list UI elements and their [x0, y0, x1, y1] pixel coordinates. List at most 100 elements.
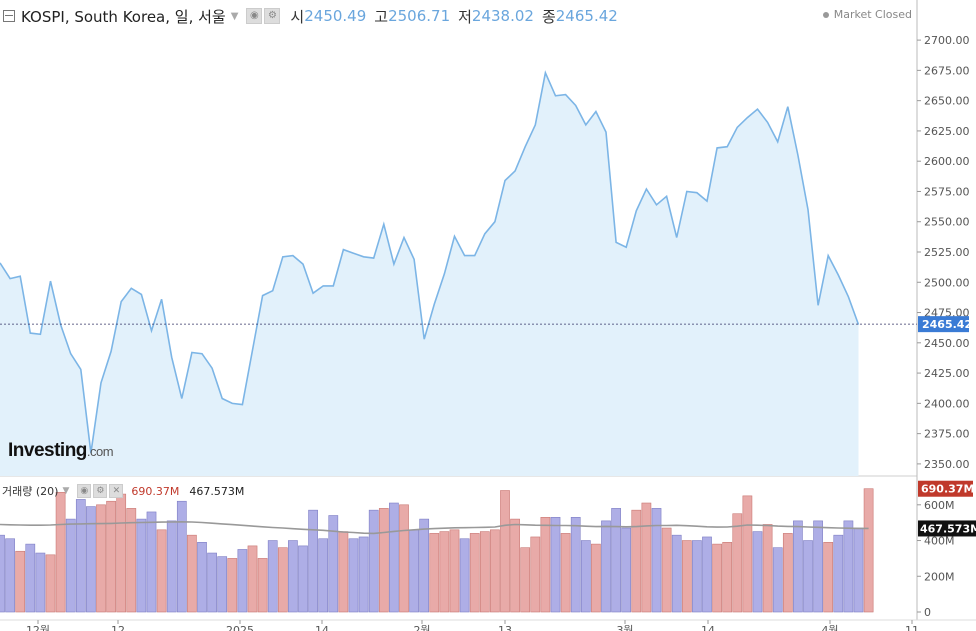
volume-bar [540, 517, 551, 613]
volume-bar [429, 533, 440, 613]
volume-tick-label: 200M [924, 570, 955, 583]
volume-bar [116, 493, 127, 613]
open-label: 시 [290, 7, 305, 26]
volume-bar [75, 499, 86, 613]
high-label: 고 [374, 7, 389, 26]
volume-bar [570, 517, 581, 613]
volume-bar [298, 545, 308, 613]
volume-bar [277, 547, 288, 613]
x-tick-label: 2월 [413, 624, 430, 631]
volume-bar [863, 488, 874, 613]
chart-header: KOSPI, South Korea, 일, 서울 ▼ ◉ ⚙ 시 2450.4… [0, 5, 618, 27]
x-tick-label: 3월 [616, 624, 633, 631]
volume-bar [176, 500, 187, 613]
volume-bar [247, 545, 258, 613]
x-tick-label: 13 [498, 624, 512, 631]
volume-bar [187, 534, 197, 613]
volume-value: 690.37M [131, 484, 180, 498]
volume-bar [853, 527, 864, 613]
volume-bar [25, 543, 36, 613]
volume-bar [813, 520, 823, 613]
volume-bar [96, 504, 106, 613]
close-value: 2465.42 [555, 7, 618, 25]
logo-suffix: .com [86, 444, 114, 459]
volume-bar [267, 540, 278, 613]
volume-bar [621, 527, 632, 613]
y-tick-label: 2625.00 [924, 125, 970, 138]
logo-main: Investing [8, 440, 87, 461]
volume-bar [510, 518, 520, 613]
volume-bar [490, 529, 500, 613]
y-tick-label: 2525.00 [924, 246, 970, 259]
x-tick-label: 4월 [821, 624, 838, 631]
settings-icon[interactable]: ⚙ [264, 8, 281, 24]
y-tick-label: 2600.00 [924, 155, 970, 168]
volume-bar [368, 509, 379, 613]
volume-bar [126, 508, 137, 613]
close-icon[interactable]: ✕ [109, 484, 124, 498]
volume-bar [833, 534, 844, 613]
volume-bar [772, 547, 783, 613]
volume-bar [257, 558, 268, 613]
volume-bar [338, 531, 349, 613]
visibility-icon[interactable]: ◉ [246, 8, 263, 24]
volume-bar [601, 520, 611, 613]
volume-value-tag-label: 690.37M [921, 483, 974, 496]
volume-bar [823, 542, 834, 613]
x-tick-label: 12 [111, 624, 125, 631]
volume-bar [439, 531, 450, 613]
volume-bar [459, 538, 470, 613]
volume-ma-value: 467.573M [189, 484, 245, 498]
chevron-down-icon[interactable]: ▼ [62, 486, 70, 496]
volume-bar [520, 547, 531, 613]
volume-bar [732, 513, 743, 613]
y-tick-label: 2500.00 [924, 276, 970, 289]
volume-bar [692, 540, 702, 613]
volume-bar [237, 549, 248, 613]
volume-bar [742, 495, 753, 613]
volume-bar [762, 524, 773, 613]
last-price-tag [918, 316, 969, 333]
volume-bar [591, 543, 601, 613]
last-price-label: 2465.42 [922, 318, 972, 331]
volume-bar [136, 518, 147, 613]
visibility-icon[interactable]: ◉ [77, 484, 92, 498]
volume-bar [86, 506, 96, 613]
volume-bar [288, 540, 298, 613]
volume-bar [782, 533, 793, 613]
y-tick-label: 2425.00 [924, 367, 970, 380]
volume-bar [156, 529, 167, 613]
settings-icon[interactable]: ⚙ [93, 484, 108, 498]
volume-bar [409, 529, 419, 613]
volume-bar [722, 542, 733, 613]
volume-bar [217, 556, 228, 613]
volume-bar [681, 540, 692, 613]
volume-bar [0, 534, 5, 613]
volume-bar [560, 533, 571, 613]
chevron-down-icon[interactable]: ▼ [230, 10, 239, 22]
x-tick-label: 11 [905, 624, 919, 631]
volume-bar [651, 508, 662, 613]
volume-ma-tag [918, 520, 976, 537]
volume-bar [15, 550, 26, 613]
volume-bar [611, 508, 621, 613]
y-tick-label: 2375.00 [924, 428, 970, 441]
volume-ma-tag-label: 467.573M [920, 522, 976, 535]
volume-bar [843, 520, 854, 613]
low-label: 저 [458, 7, 472, 26]
collapse-icon[interactable] [3, 10, 15, 22]
open-value: 2450.49 [304, 7, 367, 25]
volume-bar [55, 491, 66, 613]
x-tick-label: 14 [701, 624, 715, 631]
volume-bar [661, 527, 672, 613]
volume-tick-label: 400M [924, 535, 955, 548]
volume-bar [328, 515, 339, 613]
volume-bar [207, 552, 217, 613]
volume-bar [146, 511, 157, 613]
volume-bar [45, 554, 56, 613]
volume-tick-label: 0 [924, 606, 931, 619]
volume-bar [5, 538, 15, 613]
volume-bar [449, 529, 460, 613]
market-status: Market Closed [822, 8, 912, 21]
